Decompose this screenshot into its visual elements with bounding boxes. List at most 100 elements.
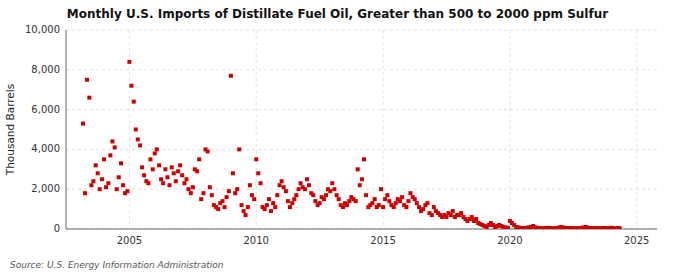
point [206, 149, 210, 153]
point [358, 183, 362, 187]
point [117, 175, 121, 179]
point [413, 197, 417, 201]
point [246, 205, 250, 209]
point [252, 197, 256, 201]
point [430, 213, 434, 217]
y-tick-label: 8,000 [31, 64, 60, 75]
y-tick-label: 10,000 [25, 24, 60, 35]
grid-line-x [636, 30, 637, 229]
point [199, 197, 203, 201]
point [148, 157, 152, 161]
point [297, 187, 301, 191]
point [113, 145, 117, 149]
source-note: Source: U.S. Energy Information Administ… [10, 260, 224, 270]
point [98, 187, 102, 191]
point [408, 191, 412, 195]
point [387, 199, 391, 203]
grid-line-x [509, 30, 510, 229]
point [337, 197, 341, 201]
x-tick-label: 2010 [244, 235, 269, 246]
points [81, 60, 622, 229]
point [129, 84, 133, 88]
point [275, 193, 279, 197]
point [328, 189, 332, 193]
point [451, 209, 455, 213]
point [254, 157, 258, 161]
point [394, 201, 398, 205]
point [216, 207, 220, 211]
point [210, 193, 214, 197]
point [421, 207, 425, 211]
point [381, 205, 385, 209]
grid-line-y [66, 69, 657, 70]
point [125, 189, 129, 193]
point [256, 171, 260, 175]
point [138, 143, 142, 147]
point [106, 181, 110, 185]
point [425, 201, 429, 205]
point [259, 181, 263, 185]
y-tick-label: 6,000 [31, 104, 60, 115]
point [377, 203, 381, 207]
point [278, 183, 282, 187]
point [373, 197, 377, 201]
point [288, 205, 292, 209]
point [146, 181, 150, 185]
point [322, 197, 326, 201]
point [223, 205, 227, 209]
point [392, 205, 396, 209]
point [618, 226, 622, 229]
point [444, 215, 448, 219]
grid-line-y [66, 109, 657, 110]
point [119, 161, 123, 165]
point [265, 203, 269, 207]
point [240, 203, 244, 207]
point [161, 181, 165, 185]
point [244, 213, 248, 217]
point [271, 201, 275, 205]
point [360, 177, 364, 181]
point [221, 199, 225, 203]
point [87, 96, 91, 100]
point [506, 226, 510, 229]
point [332, 187, 336, 191]
point [280, 179, 284, 183]
point [127, 60, 131, 64]
point [121, 183, 125, 187]
point [132, 100, 136, 104]
point [341, 205, 345, 209]
point [417, 205, 421, 209]
point [242, 209, 246, 213]
point [197, 157, 201, 161]
point [400, 195, 404, 199]
point [104, 185, 108, 189]
point [81, 122, 85, 126]
point [385, 193, 389, 197]
point [155, 147, 159, 151]
point [303, 187, 307, 191]
x-tick-label: 2015 [370, 235, 395, 246]
x-tick-label: 2005 [117, 235, 142, 246]
point [208, 185, 212, 189]
y-axis-line [66, 30, 67, 229]
point [151, 167, 155, 171]
point [100, 177, 104, 181]
point [142, 173, 146, 177]
grid [66, 30, 657, 229]
point [136, 137, 140, 141]
y-tick-label: 0 [54, 223, 60, 234]
point [307, 183, 311, 187]
point [356, 167, 360, 171]
point [263, 207, 267, 211]
point [267, 197, 271, 201]
point [187, 187, 191, 191]
grid-line-y [66, 149, 657, 150]
tick-labels: 02,0004,0006,0008,00010,0002005201020152… [25, 24, 649, 246]
point [184, 177, 188, 181]
point [292, 197, 296, 201]
point [364, 193, 368, 197]
point [83, 191, 87, 195]
point [229, 74, 233, 78]
point [470, 215, 474, 219]
point [335, 193, 339, 197]
